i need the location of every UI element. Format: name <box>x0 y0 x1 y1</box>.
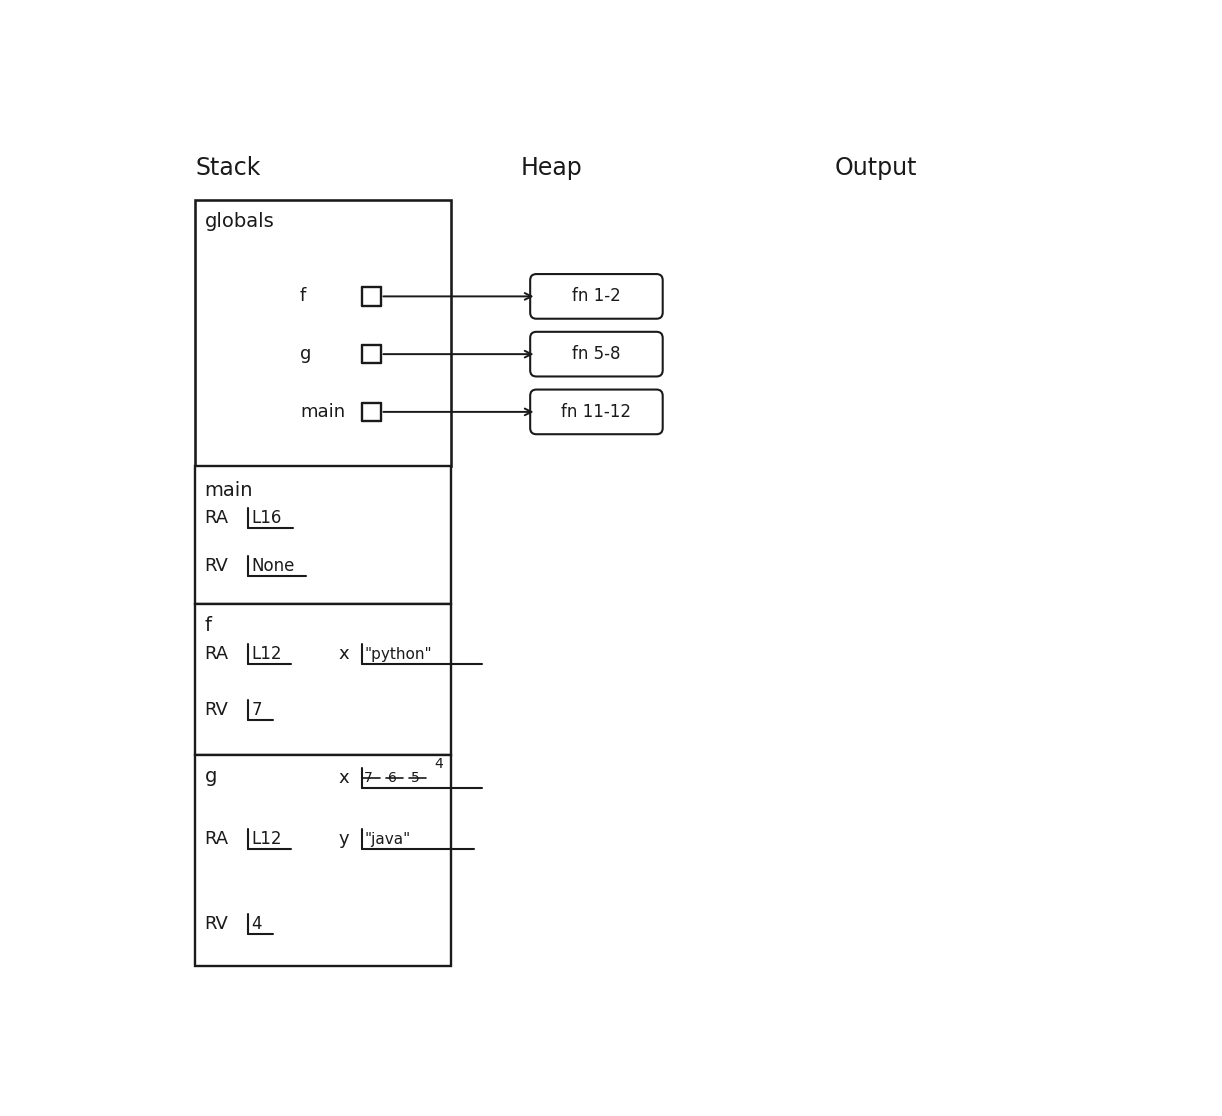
Text: main: main <box>299 403 345 421</box>
Text: y: y <box>338 830 349 848</box>
Text: fn 1-2: fn 1-2 <box>572 288 621 306</box>
Text: main: main <box>204 481 253 500</box>
Text: fn 11-12: fn 11-12 <box>561 403 632 421</box>
Text: "python": "python" <box>364 647 431 662</box>
Bar <box>196 465 451 605</box>
Text: RV: RV <box>204 557 229 575</box>
Text: RV: RV <box>204 915 229 933</box>
Text: g: g <box>204 767 218 786</box>
Text: Heap: Heap <box>521 156 583 180</box>
Text: 6: 6 <box>387 771 396 785</box>
Text: g: g <box>299 345 312 363</box>
Text: 7: 7 <box>252 701 262 719</box>
Text: Stack: Stack <box>196 156 260 180</box>
Text: x: x <box>338 645 349 663</box>
Text: f: f <box>204 616 211 635</box>
FancyBboxPatch shape <box>530 389 662 434</box>
Bar <box>196 754 451 966</box>
Text: 4: 4 <box>434 757 442 771</box>
Text: L16: L16 <box>252 509 281 527</box>
Text: fn 5-8: fn 5-8 <box>572 345 621 363</box>
Text: RA: RA <box>204 645 229 663</box>
Text: L12: L12 <box>252 830 282 848</box>
Text: 5: 5 <box>411 771 419 785</box>
Text: RV: RV <box>204 701 229 719</box>
Text: L12: L12 <box>252 645 282 663</box>
Text: globals: globals <box>204 212 275 231</box>
Text: "java": "java" <box>364 831 411 847</box>
Bar <box>196 605 451 754</box>
Bar <box>196 200 451 465</box>
FancyBboxPatch shape <box>530 275 662 319</box>
Text: RA: RA <box>204 509 229 527</box>
Text: RA: RA <box>204 830 229 848</box>
Text: None: None <box>252 557 295 575</box>
Text: f: f <box>299 288 307 306</box>
Text: x: x <box>338 769 349 787</box>
Text: 4: 4 <box>252 915 262 933</box>
Text: Output: Output <box>835 156 918 180</box>
FancyBboxPatch shape <box>530 331 662 376</box>
Text: 7: 7 <box>364 771 373 785</box>
